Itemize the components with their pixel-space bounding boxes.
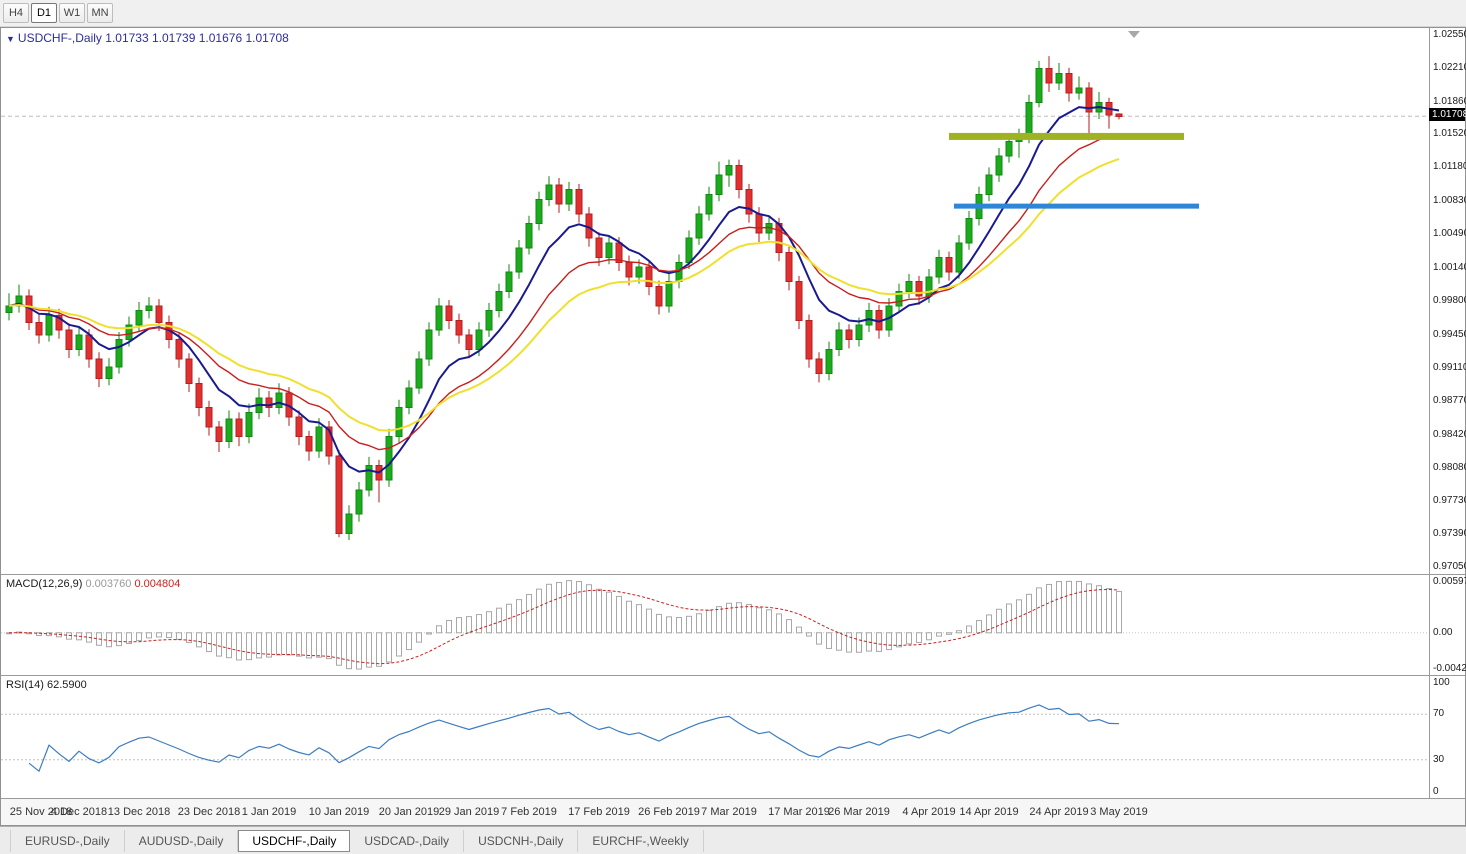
date-label: 26 Mar 2019 xyxy=(828,806,890,818)
timeframe-d1-button[interactable]: D1 xyxy=(31,3,57,23)
rsi-axis-label: 0 xyxy=(1433,786,1439,797)
candlestick-chart[interactable] xyxy=(1,28,1429,574)
price-axis-label: 0.97050 xyxy=(1433,561,1466,572)
date-label: 17 Mar 2019 xyxy=(768,806,830,818)
timeframe-toolbar: H4 D1 W1 MN xyxy=(0,0,1466,27)
tab-usdcnh-daily[interactable]: USDCNH-,Daily xyxy=(464,829,579,852)
price-axis-label: 0.99110 xyxy=(1433,362,1466,373)
tab-eurchf-weekly[interactable]: EURCHF-,Weekly xyxy=(578,829,704,852)
date-label: 24 Apr 2019 xyxy=(1029,806,1089,818)
date-label: 4 Apr 2019 xyxy=(902,806,956,818)
price-axis-label: 1.01520 xyxy=(1433,128,1466,139)
date-label: 1 Jan 2019 xyxy=(241,806,297,818)
price-axis-label: 0.97390 xyxy=(1433,528,1466,539)
rsi-name: RSI(14) xyxy=(6,679,44,691)
macd-panel: MACD(12,26,9) 0.003760 0.004804 xyxy=(1,575,1429,675)
date-label: 17 Feb 2019 xyxy=(568,806,630,818)
chart-window: ▼ USDCHF-,Daily 1.01733 1.01739 1.01676 1… xyxy=(0,27,1466,826)
chart-low-value: 1.01676 xyxy=(198,31,243,45)
chart-shift-icon[interactable] xyxy=(1128,31,1140,38)
tab-eurusd-daily[interactable]: EURUSD-,Daily xyxy=(10,829,125,852)
date-label: 10 Jan 2019 xyxy=(308,806,370,818)
panel-splitter[interactable] xyxy=(1,675,1465,676)
tab-usdchf-daily[interactable]: USDCHF-,Daily xyxy=(238,829,351,852)
macd-signal-value: 0.004804 xyxy=(134,578,181,590)
chart-close-value: 1.01708 xyxy=(245,31,289,45)
date-label: 26 Feb 2019 xyxy=(638,806,700,818)
price-axis-label: 1.00830 xyxy=(1433,195,1466,206)
date-label: 14 Apr 2019 xyxy=(959,806,1019,818)
rsi-panel: RSI(14) 62.5900 xyxy=(1,676,1429,798)
rsi-chart[interactable] xyxy=(1,676,1429,798)
chart-dropdown-icon[interactable]: ▼ xyxy=(6,34,15,44)
date-label: 3 May 2019 xyxy=(1090,806,1148,818)
main-chart-panel: ▼ USDCHF-,Daily 1.01733 1.01739 1.01676 1… xyxy=(1,28,1429,574)
rsi-axis-label: 30 xyxy=(1433,754,1445,765)
price-axis[interactable] xyxy=(1429,28,1465,799)
current-price-tag: 1.01708 xyxy=(1429,108,1466,121)
rsi-title: RSI(14) 62.5900 xyxy=(6,679,87,691)
macd-axis-label: 0.00597 xyxy=(1433,576,1466,587)
price-axis-label: 1.01860 xyxy=(1433,96,1466,107)
chart-symbol-period: USDCHF-,Daily xyxy=(17,31,102,45)
panel-splitter[interactable] xyxy=(1,574,1465,575)
timeframe-h4-button[interactable]: H4 xyxy=(3,3,29,23)
macd-axis-label: 0.00 xyxy=(1433,627,1453,638)
rsi-axis-label: 70 xyxy=(1433,708,1445,719)
date-label: 4 Dec 2018 xyxy=(50,806,108,818)
price-axis-label: 1.02210 xyxy=(1433,62,1466,73)
macd-chart[interactable] xyxy=(1,575,1429,675)
date-label: 25 Nov 2018 xyxy=(9,806,73,818)
tab-usdcad-daily[interactable]: USDCAD-,Daily xyxy=(350,829,465,852)
macd-axis-label: -0.004243 xyxy=(1433,663,1466,674)
macd-title: MACD(12,26,9) 0.003760 0.004804 xyxy=(6,578,180,590)
date-label: 7 Mar 2019 xyxy=(701,806,757,818)
price-axis-label: 0.98420 xyxy=(1433,429,1466,440)
price-axis-label: 0.98770 xyxy=(1433,395,1466,406)
symbol-tab-bar: EURUSD-,Daily AUDUSD-,Daily USDCHF-,Daily U… xyxy=(0,826,1466,854)
timeframe-w1-button[interactable]: W1 xyxy=(59,3,85,23)
tab-audusd-daily[interactable]: AUDUSD-,Daily xyxy=(125,829,239,852)
rsi-axis-label: 100 xyxy=(1433,677,1450,688)
chart-high-value: 1.01739 xyxy=(152,31,196,45)
date-label: 23 Dec 2018 xyxy=(177,806,241,818)
price-axis-label: 1.00490 xyxy=(1433,228,1466,239)
price-axis-label: 0.98080 xyxy=(1433,462,1466,473)
chart-title: ▼ USDCHF-,Daily 1.01733 1.01739 1.01676 1… xyxy=(6,31,289,45)
chart-open-value: 1.01733 xyxy=(105,31,149,45)
timeframe-mn-button[interactable]: MN xyxy=(87,3,113,23)
price-axis-label: 0.97730 xyxy=(1433,495,1466,506)
price-axis-label: 0.99450 xyxy=(1433,329,1466,340)
date-label: 29 Jan 2019 xyxy=(438,806,500,818)
date-label: 20 Jan 2019 xyxy=(378,806,440,818)
price-axis-label: 0.99800 xyxy=(1433,295,1466,306)
date-label: 13 Dec 2018 xyxy=(107,806,171,818)
price-axis-label: 1.01180 xyxy=(1433,161,1466,172)
price-axis-label: 1.00140 xyxy=(1433,262,1466,273)
macd-main-value: 0.003760 xyxy=(85,578,132,590)
date-label: 7 Feb 2019 xyxy=(501,806,557,818)
time-axis[interactable]: 25 Nov 2018 4 Dec 2018 13 Dec 2018 23 Dec 2… xyxy=(1,799,1465,825)
macd-name: MACD(12,26,9) xyxy=(6,578,83,590)
rsi-value: 62.5900 xyxy=(46,679,87,691)
panel-splitter[interactable] xyxy=(1,798,1465,799)
price-axis-label: 1.02550 xyxy=(1433,29,1466,40)
